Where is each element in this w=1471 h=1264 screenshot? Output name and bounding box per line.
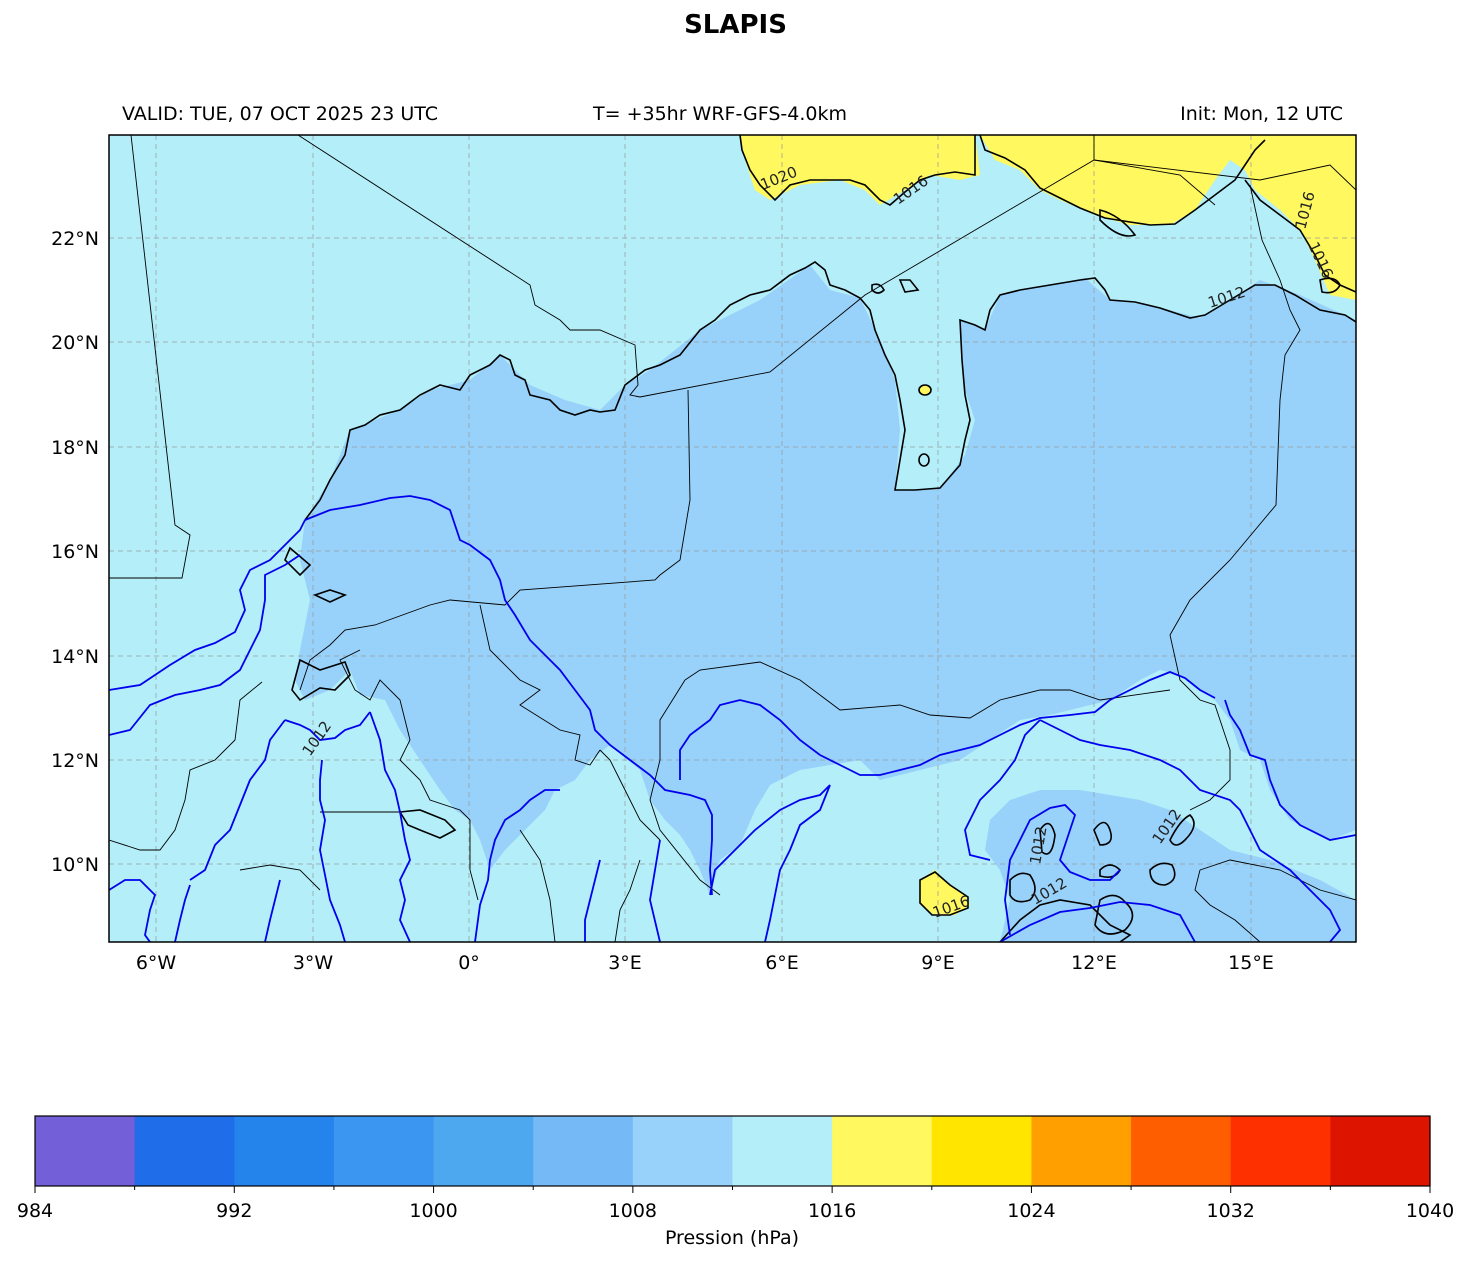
pressure-fill-1016-1020-islet xyxy=(919,385,931,395)
lon-tick-label: 12°E xyxy=(1071,952,1117,974)
colorbar-swatch xyxy=(35,1116,136,1186)
lat-tick-label: 16°N xyxy=(51,541,99,563)
colorbar-tick-label: 1000 xyxy=(409,1200,457,1222)
isobar-1008-blue xyxy=(109,495,1356,942)
lat-tick-label: 14°N xyxy=(51,646,99,668)
pressure-fill-1008-1012 xyxy=(295,265,1356,895)
colorbar-swatch xyxy=(1330,1116,1431,1186)
colorbar-tick-label: 1040 xyxy=(1406,1200,1454,1222)
pressure-fill-1016-1020-north xyxy=(740,135,980,205)
valid-time-label: VALID: TUE, 07 OCT 2025 23 UTC xyxy=(122,103,438,125)
colorbar-swatch xyxy=(1031,1116,1132,1186)
colorbar-swatch xyxy=(533,1116,634,1186)
lon-tick-label: 15°E xyxy=(1228,952,1274,974)
colorbar xyxy=(35,1116,1431,1186)
colorbar-swatch xyxy=(433,1116,534,1186)
lat-tick-label: 20°N xyxy=(51,332,99,354)
country-borders xyxy=(109,135,1356,942)
lat-tick-label: 12°N xyxy=(51,750,99,772)
colorbar-tick-label: 1032 xyxy=(1207,1200,1255,1222)
colorbar-swatch xyxy=(234,1116,335,1186)
colorbar-tick-label: 1016 xyxy=(808,1200,856,1222)
colorbar-swatch xyxy=(1230,1116,1331,1186)
colorbar-ticks: 984 992 1000 1008 1016 1024 1032 1040 xyxy=(17,1186,1454,1222)
map-area: 1020 1016 1016 1016 1012 1016 1012 1012 … xyxy=(109,135,1356,942)
colorbar-swatch xyxy=(732,1116,833,1186)
colorbar-tick-label: 1008 xyxy=(609,1200,657,1222)
lon-tick-label: 0° xyxy=(458,952,480,974)
lat-ticks: 22°N 20°N 18°N 16°N 14°N 12°N 10°N xyxy=(51,228,99,876)
pressure-fill-1016-1020-south xyxy=(920,870,970,915)
lat-tick-label: 22°N xyxy=(51,228,99,250)
lon-tick-label: 6°E xyxy=(765,952,799,974)
colorbar-swatch xyxy=(832,1116,933,1186)
colorbar-swatch xyxy=(333,1116,435,1186)
colorbar-swatch xyxy=(931,1116,1033,1186)
colorbar-swatch xyxy=(1131,1116,1232,1186)
colorbar-frame xyxy=(34,1115,1431,1187)
lon-ticks: 6°W 3°W 0° 3°E 6°E 9°E 12°E 15°E xyxy=(136,952,1274,974)
colorbar-tick-label: 992 xyxy=(216,1200,252,1222)
chart-title: SLAPIS xyxy=(684,10,787,40)
colorbar-swatch xyxy=(632,1116,734,1186)
lon-tick-label: 6°W xyxy=(136,952,177,974)
lon-tick-label: 3°W xyxy=(293,952,334,974)
map-frame xyxy=(108,134,1357,943)
forecast-step-label: T= +35hr WRF-GFS-4.0km xyxy=(593,103,847,125)
lat-tick-label: 10°N xyxy=(51,854,99,876)
colorbar-label: Pression (hPa) xyxy=(665,1227,799,1249)
isobar-1012-black xyxy=(284,135,1356,942)
lon-tick-label: 3°E xyxy=(608,952,642,974)
colorbar-swatch xyxy=(134,1116,235,1186)
lon-tick-label: 9°E xyxy=(921,952,955,974)
init-time-label: Init: Mon, 12 UTC xyxy=(1180,103,1343,125)
graticule xyxy=(109,135,1356,942)
colorbar-tick-label: 1024 xyxy=(1007,1200,1055,1222)
pressure-fill-1016-1020-northeast xyxy=(980,135,1356,300)
pressure-fill-1008-1012-south xyxy=(985,790,1356,942)
colorbar-tick-label: 984 xyxy=(17,1200,53,1222)
lat-tick-label: 18°N xyxy=(51,437,99,459)
